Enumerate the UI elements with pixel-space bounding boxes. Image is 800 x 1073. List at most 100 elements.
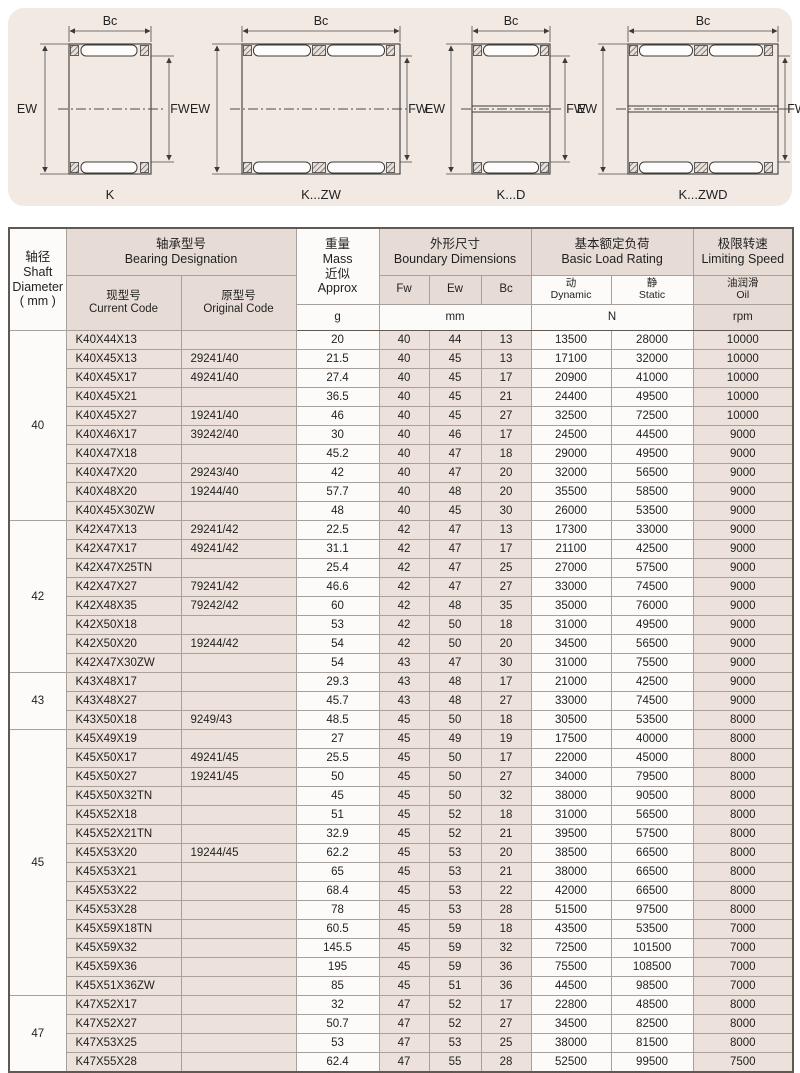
oil-speed-cell: 9000 (692, 520, 794, 540)
dynamic-load-cell: 17300 (530, 520, 612, 540)
table-row: K40X46X17 39242/40 30 40 46 17 24500 44500 9000 (9, 425, 794, 445)
original-code-cell: 49241/45 (180, 748, 297, 768)
table-row: K42X47X27 79241/42 46.6 42 47 27 33000 74500 900… (9, 577, 794, 597)
fw-cell: 45 (378, 900, 430, 920)
mass-cell: 78 (295, 900, 380, 920)
bc-cell: 20 (480, 463, 532, 483)
static-load-cell: 72500 (610, 406, 694, 426)
current-code-cell: K45X53X20 (65, 843, 182, 863)
bc-dim-label: Bc (103, 14, 118, 28)
static-load-cell: 98500 (610, 976, 694, 996)
bc-cell: 21 (480, 824, 532, 844)
static-load-cell: 74500 (610, 577, 694, 597)
oil-speed-cell: 9000 (692, 672, 794, 692)
static-load-cell: 32000 (610, 349, 694, 369)
mass-cell: 27.4 (295, 368, 380, 388)
ew-cell: 48 (428, 672, 482, 692)
fw-cell: 43 (378, 672, 430, 692)
fw-cell: 45 (378, 919, 430, 939)
oil-speed-cell: 8000 (692, 805, 794, 825)
oil-speed-cell: 9000 (692, 691, 794, 711)
fw-dim-label: FW (170, 102, 190, 116)
bc-cell: 30 (480, 653, 532, 673)
static-load-cell: 101500 (610, 938, 694, 958)
dynamic-load-cell: 20900 (530, 368, 612, 388)
oil-speed-cell: 7500 (692, 1052, 794, 1073)
bc-cell: 35 (480, 596, 532, 616)
fw-cell: 47 (378, 1033, 430, 1053)
dynamic-load-cell: 24400 (530, 387, 612, 407)
variant-label-k: K (106, 187, 115, 202)
oil-speed-cell: 9000 (692, 653, 794, 673)
mass-unit-cell: g (295, 304, 380, 331)
oil-speed-cell: 9000 (692, 444, 794, 464)
table-row: K42X50X18 53 42 50 18 31000 49500 9000 (9, 615, 794, 635)
mass-cell: 48.5 (295, 710, 380, 730)
original-code-cell (180, 691, 297, 711)
static-load-cell: 33000 (610, 520, 694, 540)
bc-cell: 13 (480, 330, 532, 350)
current-code-cell: K40X45X13 (65, 349, 182, 369)
table-row: K40X45X21 36.5 40 45 21 24400 49500 10000 (9, 387, 794, 407)
original-code-cell (180, 1033, 297, 1053)
bc-cell: 18 (480, 710, 532, 730)
mass-cell: 53 (295, 615, 380, 635)
bc-cell: 20 (480, 482, 532, 502)
bc-column-header: Bc (480, 275, 532, 305)
original-code-cell: 49241/40 (180, 368, 297, 388)
table-row: K43X50X18 9249/43 48.5 45 50 18 30500 53500 8000 (9, 710, 794, 730)
bc-cell: 21 (480, 862, 532, 882)
dynamic-load-cell: 72500 (530, 938, 612, 958)
oil-speed-cell: 9000 (692, 501, 794, 521)
bearing-type-kzwd-diagram: Bc EW FW K...ZWD (577, 14, 800, 202)
fw-cell: 45 (378, 729, 430, 749)
bc-cell: 13 (480, 349, 532, 369)
dynamic-load-cell: 34000 (530, 767, 612, 787)
oil-speed-cell: 8000 (692, 881, 794, 901)
oil-lubrication-header: 油润滑 Oil (692, 275, 794, 305)
current-code-cell: K40X45X21 (65, 387, 182, 407)
static-load-cell: 49500 (610, 444, 694, 464)
ew-cell: 45 (428, 387, 482, 407)
dynamic-load-cell: 30500 (530, 710, 612, 730)
mass-cell: 22.5 (295, 520, 380, 540)
static-load-cell: 41000 (610, 368, 694, 388)
current-code-cell: K42X47X30ZW (65, 653, 182, 673)
oil-speed-cell: 8000 (692, 786, 794, 806)
table-row: K40X45X30ZW 48 40 45 30 26000 53500 9000 (9, 501, 794, 521)
original-code-cell: 29243/40 (180, 463, 297, 483)
table-row: K45X52X21TN 32.9 45 52 21 39500 57500 8000 (9, 824, 794, 844)
table-row: K45X50X17 49241/45 25.5 45 50 17 22000 45000 800… (9, 748, 794, 768)
original-code-cell: 19241/45 (180, 767, 297, 787)
table-row: K42X48X35 79242/42 60 42 48 35 35000 76000 9000 (9, 596, 794, 616)
fw-cell: 40 (378, 330, 430, 350)
original-code-cell (180, 330, 297, 350)
bc-cell: 27 (480, 767, 532, 787)
bc-dim-label: Bc (696, 14, 711, 28)
table-row: K42X50X20 19244/42 54 42 50 20 34500 56500 9000 (9, 634, 794, 654)
current-code-cell: K40X47X18 (65, 444, 182, 464)
static-load-cell: 76000 (610, 596, 694, 616)
original-code-cell (180, 805, 297, 825)
ew-cell: 59 (428, 919, 482, 939)
fw-cell: 45 (378, 938, 430, 958)
fw-dim-label: FW (787, 102, 800, 116)
mass-cell: 45.2 (295, 444, 380, 464)
original-code-cell (180, 881, 297, 901)
dynamic-load-cell: 43500 (530, 919, 612, 939)
oil-speed-cell: 8000 (692, 900, 794, 920)
current-code-cell: K47X52X17 (65, 995, 182, 1015)
original-code-cell (180, 558, 297, 578)
fw-cell: 45 (378, 710, 430, 730)
fw-cell: 43 (378, 653, 430, 673)
mass-cell: 85 (295, 976, 380, 996)
bc-dim-label: Bc (314, 14, 329, 28)
bearing-table-body: 40 K40X44X13 20 40 44 13 13500 28000 10000 K40X45… (8, 330, 794, 1073)
dynamic-load-cell: 38500 (530, 843, 612, 863)
current-code-cn: 现型号 (106, 289, 141, 302)
current-code-cell: K45X59X18TN (65, 919, 182, 939)
bc-cell: 36 (480, 957, 532, 977)
oil-cn: 油润滑 (727, 277, 759, 290)
mass-cell: 46 (295, 406, 380, 426)
fw-cell: 40 (378, 501, 430, 521)
